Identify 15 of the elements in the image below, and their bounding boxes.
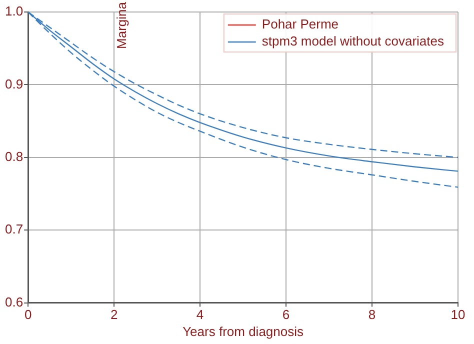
x-tick-label: 2 xyxy=(110,307,118,322)
x-tick-label: 0 xyxy=(24,307,32,322)
y-tick-label: 0.7 xyxy=(4,222,24,237)
x-tick-label: 4 xyxy=(196,307,204,322)
x-tick-label: 10 xyxy=(450,307,466,322)
y-tick-label: 1.0 xyxy=(4,4,24,19)
y-tick-label: 0.9 xyxy=(4,76,24,92)
legend-label: stpm3 model without covariates xyxy=(262,34,444,49)
x-tick-label: 8 xyxy=(368,307,376,322)
legend-label: Pohar Perme xyxy=(262,16,339,32)
y-tick-label: 0.8 xyxy=(4,148,24,164)
x-axis-title: Years from diagnosis xyxy=(182,324,304,339)
x-tick-label: 6 xyxy=(282,307,290,322)
annotation: Margina xyxy=(114,1,130,49)
y-tick-label: 0.6 xyxy=(4,294,24,310)
